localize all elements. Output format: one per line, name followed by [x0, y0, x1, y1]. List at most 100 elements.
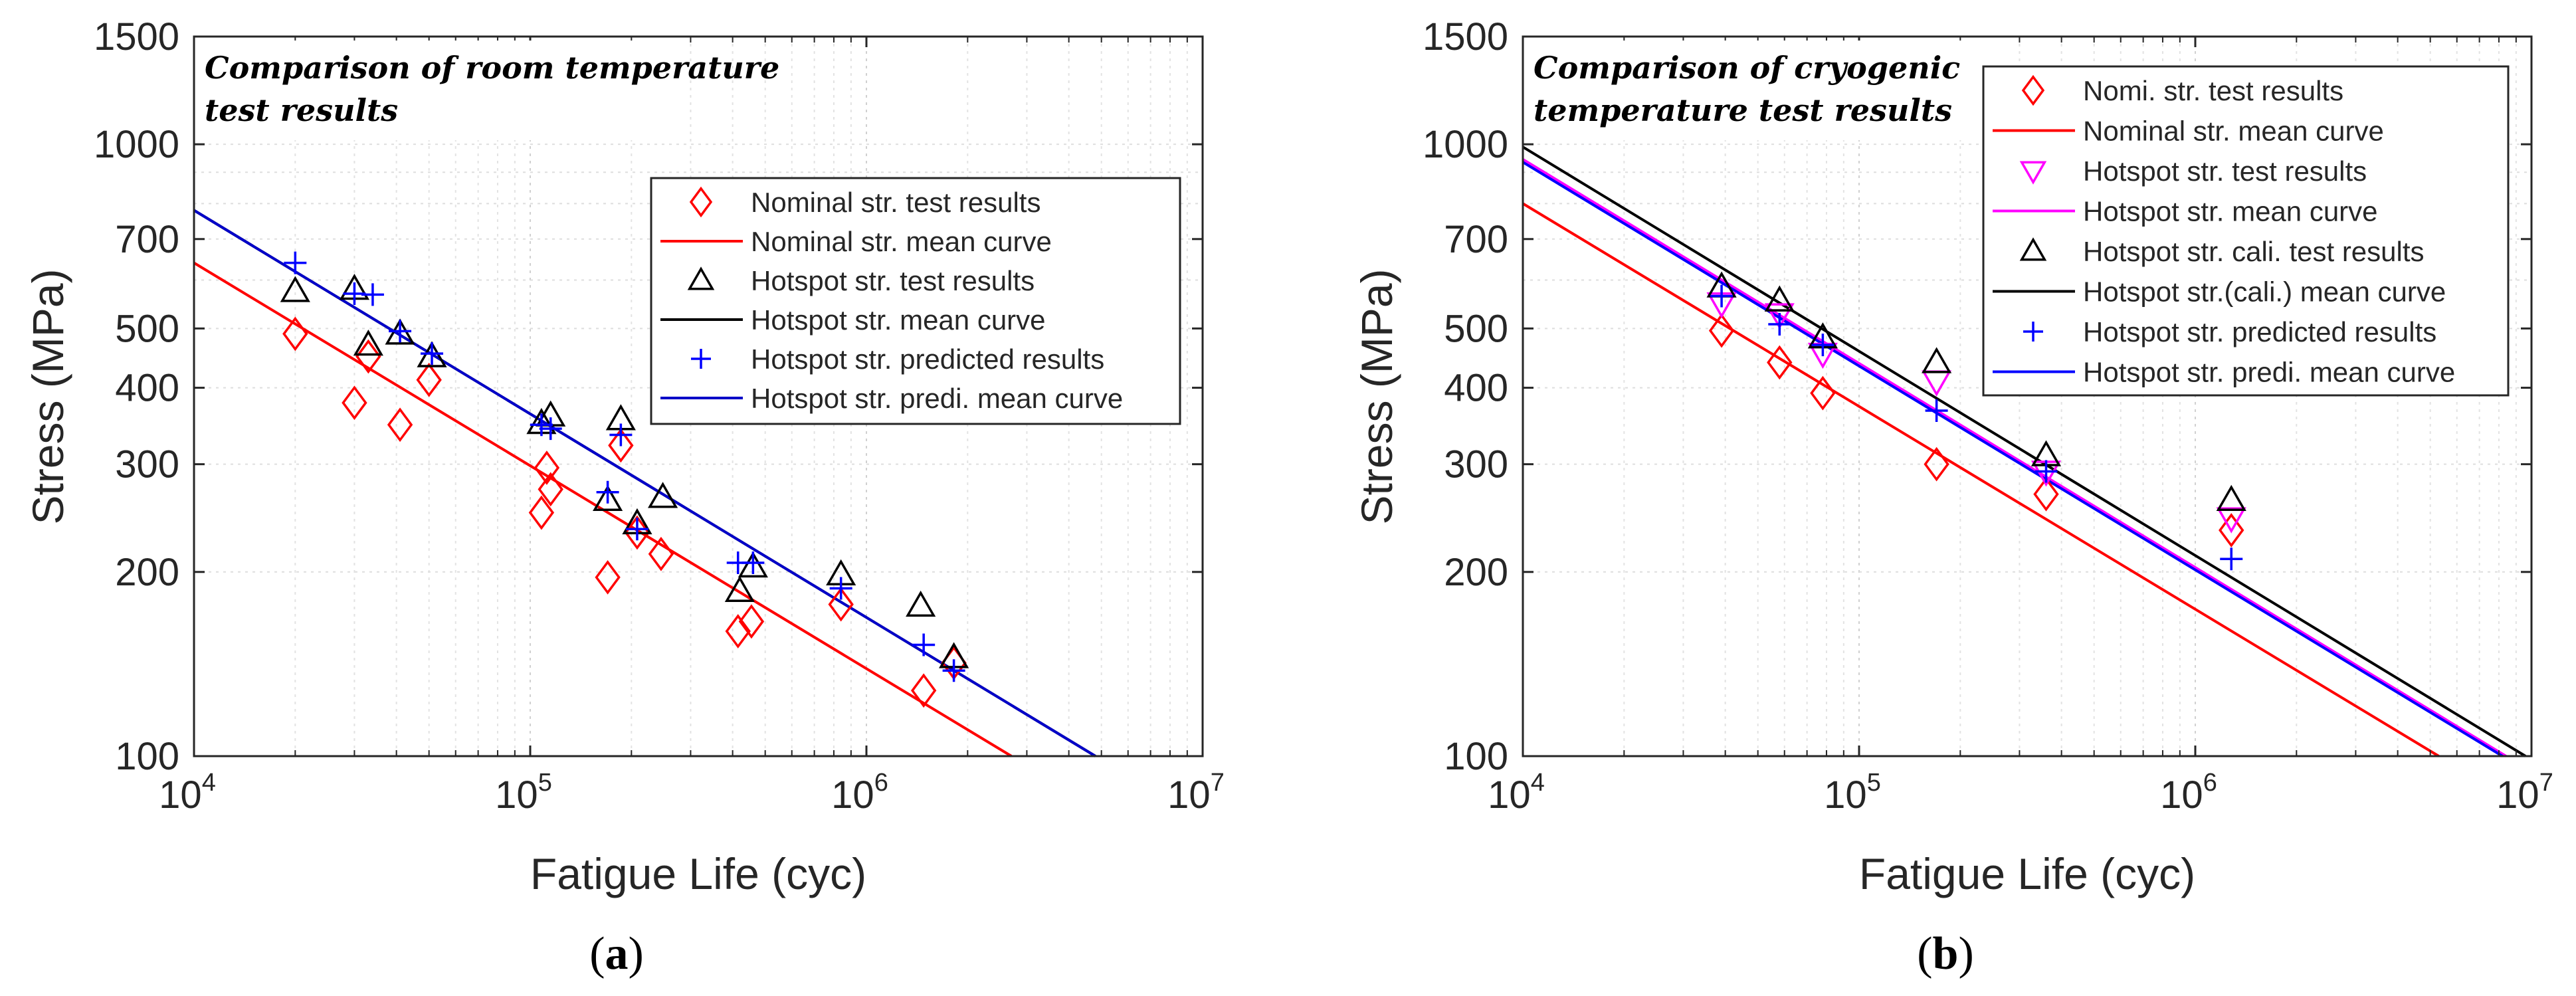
legend-entry-label: Nominal str. test results — [751, 187, 1040, 218]
triangle-up-marker — [738, 551, 768, 578]
panel-b-plot-frame — [1522, 35, 2533, 757]
mean-curve-line — [1522, 161, 2504, 757]
diamond-marker — [534, 450, 560, 485]
panel-b-title-box: Comparison of cryogenic temperature test… — [1527, 41, 1976, 140]
x-tick-label-base: 10 — [495, 773, 538, 817]
diamond-marker — [387, 407, 413, 443]
plus-marker — [2220, 548, 2243, 571]
y-tick-label: 400 — [1444, 367, 1508, 410]
panel-a-caption-close: ) — [629, 928, 644, 979]
legend-entry-label: Nominal str. mean curve — [751, 226, 1052, 257]
triangle-up-marker — [687, 266, 715, 290]
triangle-up-marker — [593, 484, 623, 512]
x-tick-label: 104 — [159, 769, 216, 817]
plus-marker — [596, 480, 619, 504]
x-tick-label: 106 — [831, 769, 888, 817]
legend-entry-label: Hotspot str. predicted results — [751, 344, 1104, 375]
x-tick-label: 107 — [1167, 769, 1225, 817]
legend-entry-label: Hotspot str. predi. mean curve — [751, 383, 1123, 414]
triangle-down-marker — [2216, 507, 2246, 534]
panel-a-legend: Nominal str. test results Nominal str. me… — [650, 177, 1181, 425]
x-tick-label-exponent: 7 — [2539, 769, 2553, 797]
mean-curve-line — [1522, 202, 2440, 757]
x-tick-label: 105 — [495, 769, 552, 817]
diamond-marker — [1708, 313, 1735, 348]
diamond-marker — [342, 385, 367, 421]
triangle-down-marker — [1764, 303, 1795, 330]
y-tick-label: 700 — [115, 218, 179, 261]
x-tick-label-exponent: 5 — [538, 769, 552, 797]
plus-marker — [389, 320, 412, 343]
diamond-marker — [725, 614, 751, 648]
legend-entry-label: Hotspot str.(cali.) mean curve — [2083, 276, 2446, 308]
diamond-marker — [2021, 74, 2045, 106]
legend-entry-label: Hotspot str. cali. test results — [2083, 236, 2425, 267]
plus-marker — [1925, 399, 1948, 423]
y-tick-label: 300 — [115, 443, 179, 486]
diamond-marker — [355, 339, 381, 374]
diamond-marker — [2033, 476, 2059, 512]
diamond-marker — [1810, 375, 1836, 411]
panel-a-y-axis-label: Stress (MPa) — [23, 268, 72, 524]
x-tick-label-base: 10 — [1488, 773, 1531, 817]
y-tick-label: 300 — [1444, 443, 1508, 486]
panel-a-title-line-1: Comparison of room temperature — [205, 50, 779, 86]
legend-entry-label: Hotspot str. mean curve — [751, 304, 1046, 336]
triangle-up-marker — [2216, 484, 2246, 512]
panel-a-data-markers — [280, 251, 969, 708]
legend-entry-label: Hotspot str. test results — [751, 265, 1035, 296]
plus-marker — [2034, 460, 2058, 483]
y-tick-label: 1500 — [94, 15, 179, 58]
y-tick-label: 200 — [115, 551, 179, 594]
plus-marker — [421, 342, 444, 365]
plus-marker — [1710, 284, 1734, 308]
x-tick-label-base: 10 — [2160, 773, 2203, 817]
legend-entry-label: Hotspot str. mean curve — [2083, 196, 2378, 227]
panel-b-data-markers — [1706, 271, 2246, 571]
x-tick-label-exponent: 7 — [1211, 769, 1225, 797]
triangle-down-marker — [1922, 370, 1952, 397]
x-tick-label-base: 10 — [831, 773, 874, 817]
diamond-marker — [1924, 447, 1949, 482]
plus-marker — [1768, 313, 1791, 336]
triangle-down-marker — [2019, 161, 2047, 185]
panel-a-title-box: Comparison of room temperature test resu… — [198, 41, 779, 140]
y-tick-label: 700 — [1444, 218, 1508, 261]
x-tick-label-exponent: 4 — [1531, 769, 1545, 797]
x-tick-label-exponent: 4 — [202, 769, 216, 797]
panel-a-title-line-2: test results — [205, 92, 398, 128]
panel-a-title-background — [198, 41, 644, 140]
triangle-up-marker — [2019, 237, 2047, 261]
panel-a-caption: (a) — [589, 928, 644, 979]
plus-marker — [912, 633, 936, 656]
panel-a-caption-letter: a — [605, 928, 629, 979]
plus-marker — [530, 413, 553, 437]
y-tick-label: 1000 — [94, 123, 179, 166]
diamond-marker — [538, 472, 563, 507]
diamond-marker — [624, 515, 650, 550]
plus-marker — [1811, 334, 1834, 357]
panel-b-caption-open: ( — [1917, 928, 1932, 979]
triangle-up-marker — [353, 330, 383, 356]
diamond-marker — [1767, 345, 1793, 380]
y-tick-label: 400 — [115, 367, 179, 410]
diamond-marker — [738, 604, 765, 639]
panel-b-caption-close: ) — [1958, 928, 1973, 979]
x-tick-label-exponent: 5 — [1867, 769, 1881, 797]
x-tick-label: 105 — [1824, 769, 1881, 817]
triangle-up-marker — [1922, 347, 1952, 373]
y-tick-label: 200 — [1444, 551, 1508, 594]
triangle-up-marker — [417, 341, 447, 367]
triangle-up-marker — [280, 276, 310, 302]
x-tick-label-base: 10 — [1824, 773, 1867, 817]
x-tick-label-base: 10 — [1167, 773, 1211, 817]
panel-a-caption-open: ( — [589, 928, 605, 979]
x-tick-label: 106 — [2160, 769, 2217, 817]
legend-entry-label: Hotspot str. test results — [2083, 155, 2367, 187]
x-tick-label: 107 — [2496, 769, 2553, 817]
triangle-up-marker — [648, 482, 678, 508]
